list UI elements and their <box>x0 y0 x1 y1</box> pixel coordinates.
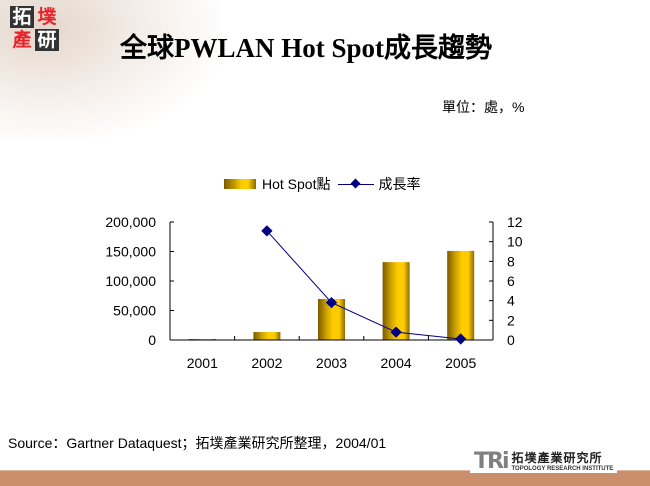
right-y-tick-label: 10 <box>507 234 523 250</box>
org-name-cn: 拓墣產業研究所 <box>511 451 603 465</box>
chart-axes <box>169 221 494 341</box>
x-tick-label: 2003 <box>316 355 347 371</box>
bar-2005 <box>447 250 475 340</box>
org-name-en: TOPOLOGY RESEARCH INSTITUTE <box>511 466 614 472</box>
map-background <box>0 0 220 140</box>
x-tick-label: 2005 <box>445 355 476 371</box>
growth-rate-marker <box>325 296 338 309</box>
line-legend-diamond-icon <box>338 179 375 189</box>
left-y-tick-label: 200,000 <box>105 214 156 230</box>
company-logo: 拓 墣 產 研 <box>10 6 62 52</box>
chart-legend: Hot Spot點 成長率 <box>224 175 420 193</box>
slide-title: 全球PWLAN Hot Spot成長趨勢 <box>120 33 493 63</box>
combo-chart: 2001 2002 2003 2004 2005 0 50,000 100,000 150,00… <box>105 214 522 371</box>
x-tick-label: 2002 <box>251 355 282 371</box>
logo-char-2: 墣 <box>37 6 57 28</box>
tri-logo: TRi 拓墣產業研究所 TOPOLOGY RESEARCH INSTITUTE <box>470 449 618 474</box>
left-y-tick-label: 150,000 <box>105 244 156 260</box>
growth-rate-marker <box>261 225 273 237</box>
bar-2002 <box>253 332 281 340</box>
footer-band <box>0 470 650 486</box>
right-y-tick-label: 2 <box>507 312 515 328</box>
left-y-tick-label: 0 <box>148 332 156 348</box>
logo-char-4: 研 <box>35 29 59 51</box>
x-tick-label: 2004 <box>381 355 412 371</box>
right-y-tick-label: 0 <box>507 332 515 348</box>
right-y-tick-label: 12 <box>507 214 523 230</box>
x-tick-label: 2001 <box>187 355 218 371</box>
right-y-tick-label: 4 <box>507 293 515 309</box>
logo-char-1: 拓 <box>10 6 34 28</box>
line-legend-label: 成長率 <box>378 176 421 192</box>
right-y-tick-label: 6 <box>507 273 515 289</box>
right-y-tick-label: 8 <box>507 253 515 269</box>
bar-legend-swatch <box>224 179 256 189</box>
left-y-tick-label: 50,000 <box>113 303 156 319</box>
line-series <box>261 225 467 345</box>
bar-series <box>188 250 475 340</box>
source-note: Source：Gartner Dataquest；拓墣產業研究所整理，2004/… <box>8 435 387 451</box>
axis-labels: 2001 2002 2003 2004 2005 0 50,000 100,000 150,00… <box>105 214 522 371</box>
growth-rate-marker <box>390 326 402 338</box>
growth-rate-marker <box>455 333 467 345</box>
logo-char-3: 產 <box>12 29 32 51</box>
unit-label: 單位：處，% <box>442 99 525 115</box>
left-y-tick-label: 100,000 <box>105 273 156 289</box>
bar-legend-label: Hot Spot點 <box>262 176 331 192</box>
tri-mark: TRi <box>474 449 509 474</box>
